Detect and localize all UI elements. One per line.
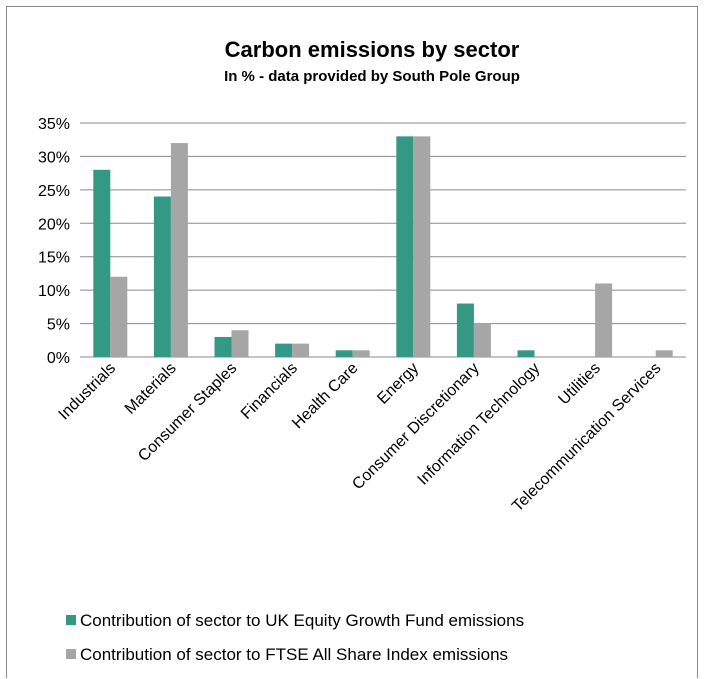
y-tick-label: 35% [38,116,70,133]
bar [456,303,474,357]
bar [153,196,171,357]
y-axis-ticks: 0% 5% 10% 15% 20% 25% 30% 35% [38,116,70,367]
bar [517,350,535,357]
bar [655,350,673,357]
bar [292,343,310,357]
legend: Contribution of sector to UK Equity Grow… [66,611,524,664]
x-tick-label: Health Care [289,360,361,432]
bar [595,283,613,357]
x-tick-label: Industrials [56,360,120,424]
x-tick-label: Energy [374,360,422,408]
bar [110,276,128,357]
x-tick-label: Consumer Discretionary [349,360,482,493]
bar [335,350,353,357]
y-tick-label: 30% [38,149,70,166]
legend-swatch [66,615,76,625]
legend-swatch [66,649,76,659]
bar [396,136,414,357]
y-tick-label: 25% [38,183,70,200]
bar [170,143,188,357]
bar [231,330,249,357]
x-tick-label: Information Technology [415,360,544,489]
bar [214,336,232,357]
y-tick-label: 10% [38,283,70,300]
x-tick-label: Financials [238,360,301,423]
bar [93,169,111,357]
bar [275,343,293,357]
bar [413,136,431,357]
bar [352,350,370,357]
chart-subtitle: In % - data provided by South Pole Group [224,68,520,85]
y-tick-label: 20% [38,216,70,233]
legend-label: Contribution of sector to UK Equity Grow… [80,611,524,630]
chart-title: Carbon emissions by sector [225,37,520,62]
x-tick-label: Utilities [555,360,603,408]
y-tick-label: 15% [38,250,70,267]
x-tick-label: Materials [122,360,180,418]
bars [93,136,673,357]
y-tick-label: 0% [47,350,70,367]
bar [473,323,491,357]
y-tick-label: 5% [47,317,70,334]
legend-label: Contribution of sector to FTSE All Share… [80,645,508,664]
